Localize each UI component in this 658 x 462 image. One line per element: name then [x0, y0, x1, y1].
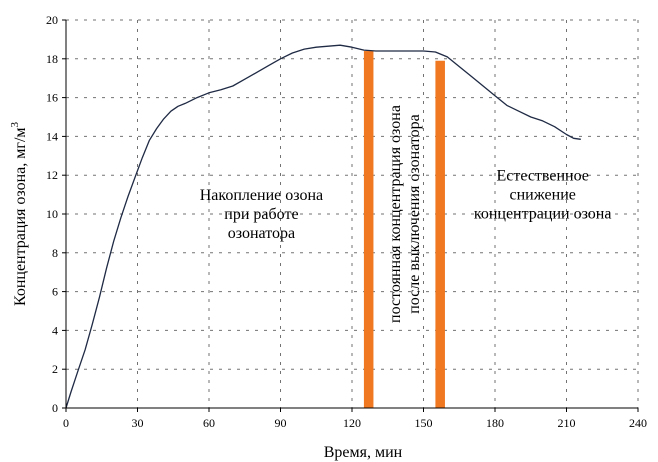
annotations: Накопление озона при работе озонатора посто… [200, 105, 612, 323]
bar-group [363, 51, 445, 409]
annotation: постоянная концентрация озона после выклю… [387, 105, 423, 323]
y-tick-label: 8 [52, 246, 58, 260]
x-tick-label: 60 [203, 416, 215, 430]
annotation-line: концентрации озона [474, 206, 612, 223]
series-group [65, 44, 581, 409]
annotation-line: Естественное [496, 168, 588, 185]
series-line [65, 44, 581, 409]
y-tick-label: 12 [46, 168, 58, 182]
marker-bar [435, 60, 445, 409]
tick-labels: 0 30 60 90 120 150 180 210 240 0 2 4 6 8 10 12 14 16 18 20 [46, 13, 647, 430]
annotation: Естественное снижение концентрации озона [474, 168, 612, 223]
annotation-line: при работе [224, 206, 298, 223]
x-tick-label: 210 [558, 416, 576, 430]
annotation-line: постоянная концентрация озона [387, 105, 404, 323]
y-tick-label: 2 [52, 362, 58, 376]
x-tick-label: 180 [486, 416, 504, 430]
y-axis-label: Концентрация озона, мг/м3 [9, 121, 29, 306]
annotation-line: Накопление озона [200, 187, 323, 204]
y-axis-label-sup: 3 [9, 121, 21, 127]
x-tick-label: 240 [629, 416, 647, 430]
x-tick-label: 120 [343, 416, 361, 430]
marker-bar [363, 51, 374, 408]
annotation-line: снижение [509, 187, 575, 204]
x-tick-label: 90 [275, 416, 287, 430]
axes [62, 19, 639, 412]
y-tick-label: 20 [46, 13, 58, 27]
y-tick-label: 4 [52, 323, 58, 337]
annotation-line: после выключения озонатора [406, 114, 423, 314]
y-tick-label: 14 [46, 129, 58, 143]
y-tick-label: 18 [46, 52, 58, 66]
y-tick-label: 6 [52, 285, 58, 299]
x-tick-label: 30 [132, 416, 144, 430]
x-axis-label: Время, мин [324, 444, 403, 461]
x-tick-label: 0 [63, 416, 69, 430]
annotation-line: озонатора [228, 225, 295, 242]
x-tick-label: 150 [415, 416, 433, 430]
grid [66, 19, 639, 408]
y-axis-label-main: Концентрация озона, мг/м [12, 127, 29, 306]
y-tick-label: 0 [52, 401, 58, 415]
y-tick-label: 16 [46, 91, 58, 105]
y-tick-label: 10 [46, 207, 58, 221]
annotation: Накопление озона при работе озонатора [200, 187, 323, 242]
